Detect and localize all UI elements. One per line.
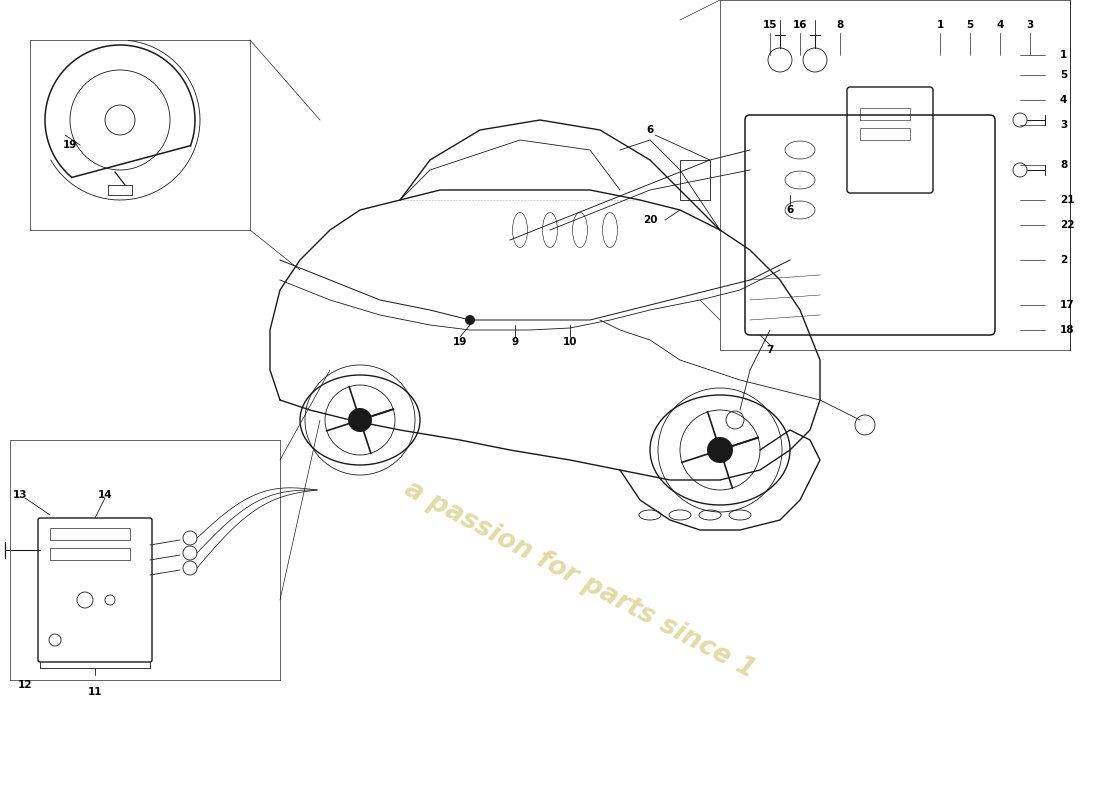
Bar bbox=[860, 108, 910, 120]
Text: 11: 11 bbox=[88, 687, 102, 697]
Text: 19: 19 bbox=[453, 337, 468, 347]
Text: 4: 4 bbox=[997, 20, 1003, 30]
Text: 16: 16 bbox=[793, 20, 807, 30]
Text: 15: 15 bbox=[762, 20, 778, 30]
Text: 4: 4 bbox=[1060, 95, 1067, 105]
Text: 6: 6 bbox=[786, 205, 793, 215]
Bar bbox=[108, 185, 132, 195]
Text: 18: 18 bbox=[1060, 325, 1075, 335]
Text: 5: 5 bbox=[1060, 70, 1067, 80]
Text: 21: 21 bbox=[1060, 195, 1075, 205]
Text: 14: 14 bbox=[98, 490, 112, 500]
Text: 8: 8 bbox=[836, 20, 844, 30]
Text: 3: 3 bbox=[1026, 20, 1034, 30]
Text: a passion for parts since 1: a passion for parts since 1 bbox=[400, 476, 760, 684]
Text: 19: 19 bbox=[63, 140, 77, 150]
Bar bbox=[50, 528, 130, 540]
Text: 1: 1 bbox=[1060, 50, 1067, 60]
Bar bbox=[860, 128, 910, 140]
Bar bbox=[50, 548, 130, 560]
Text: 9: 9 bbox=[512, 337, 518, 347]
Text: 5: 5 bbox=[967, 20, 974, 30]
Text: 7: 7 bbox=[767, 345, 773, 355]
Circle shape bbox=[465, 315, 475, 325]
Text: 3: 3 bbox=[1060, 120, 1067, 130]
Circle shape bbox=[348, 408, 372, 432]
Text: 22: 22 bbox=[1060, 220, 1075, 230]
Text: 2: 2 bbox=[1060, 255, 1067, 265]
Text: 17: 17 bbox=[1060, 300, 1075, 310]
Circle shape bbox=[707, 437, 733, 463]
Text: 13: 13 bbox=[13, 490, 28, 500]
Text: 1: 1 bbox=[936, 20, 944, 30]
Text: 12: 12 bbox=[18, 680, 32, 690]
Text: 8: 8 bbox=[1060, 160, 1067, 170]
Text: 6: 6 bbox=[647, 125, 653, 135]
Text: 20: 20 bbox=[642, 215, 658, 225]
Bar bbox=[680, 160, 710, 200]
Text: 10: 10 bbox=[563, 337, 578, 347]
